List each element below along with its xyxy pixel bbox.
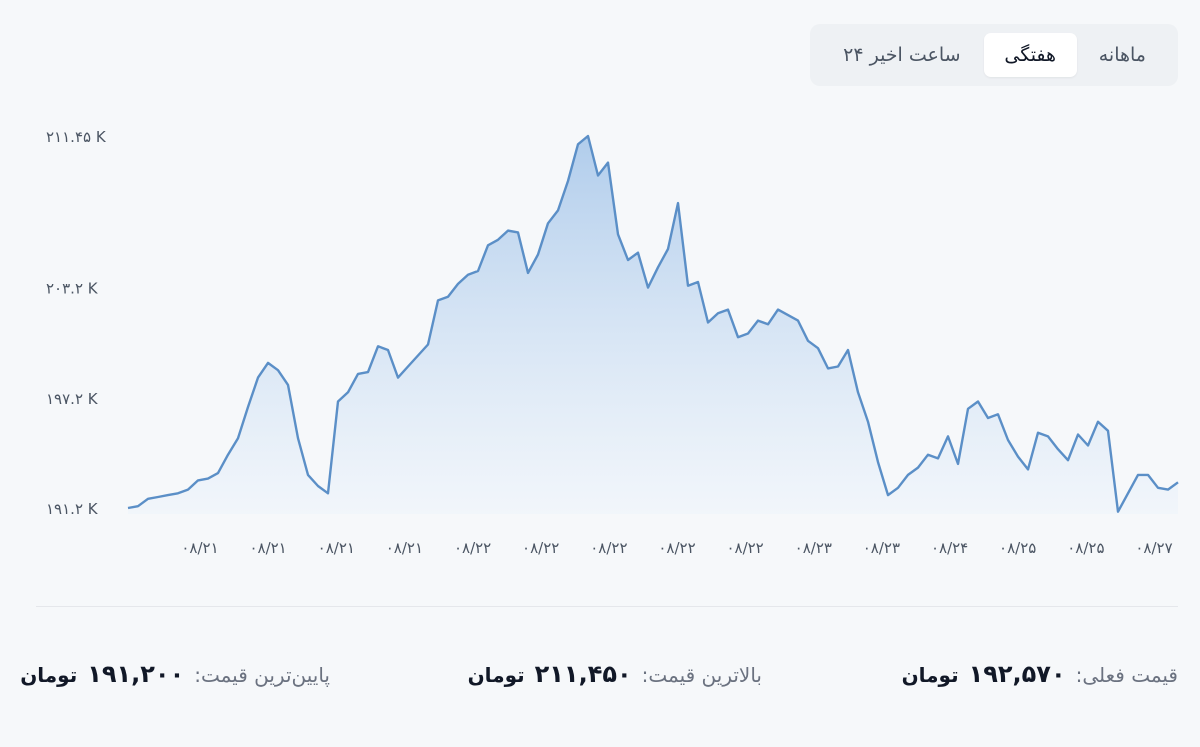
highest-price: بالاترین قیمت: ۲۱۱,۴۵۰ تومان [468, 660, 762, 688]
current-price-value: ۱۹۲,۵۷۰ [968, 660, 1066, 688]
y-tick-label-0: ۱۹۱.۲ K [46, 500, 99, 518]
x-tick-label-1: ۰۸/۲۱ [249, 539, 286, 557]
x-tick-label-11: ۰۸/۲۴ [931, 539, 968, 557]
x-tick-label-3: ۰۸/۲۱ [386, 539, 423, 557]
tab-weekly[interactable]: هفتگی [983, 33, 1077, 77]
x-tick-label-9: ۰۸/۲۳ [795, 539, 832, 557]
tab-monthly[interactable]: ماهانه [1098, 44, 1146, 66]
price-chart: ۱۹۱.۲ K ۱۹۷.۲ K ۲۰۳.۲ K ۲۱۱.۴۵ K ۰۸/۲۱ ۰۸/۲۱… [46, 128, 1179, 557]
lowest-price: پایین‌ترین قیمت: ۱۹۱,۲۰۰ تومان [20, 660, 330, 688]
current-price: قیمت فعلی: ۱۹۲,۵۷۰ تومان [902, 660, 1178, 688]
x-tick-label-12: ۰۸/۲۵ [999, 539, 1036, 557]
y-tick-label-1: ۱۹۷.۲ K [46, 390, 99, 408]
lowest-price-value: ۱۹۱,۲۰۰ [87, 660, 185, 688]
highest-price-label: بالاترین قیمت: [641, 663, 762, 687]
highest-price-unit: تومان [467, 663, 525, 687]
price-area [128, 136, 1178, 514]
current-price-unit: تومان [901, 663, 959, 687]
range-tabs: ماهانه هفتگی ۲۴ ساعت اخیر [810, 24, 1178, 86]
x-tick-label-0: ۰۸/۲۱ [181, 539, 218, 557]
highest-price-value: ۲۱۱,۴۵۰ [534, 660, 632, 688]
lowest-price-unit: تومان [20, 663, 78, 687]
lowest-price-label: پایین‌ترین قیمت: [194, 663, 330, 687]
y-tick-label-3: ۲۱۱.۴۵ K [46, 128, 107, 146]
current-price-label: قیمت فعلی: [1075, 663, 1178, 687]
x-tick-label-6: ۰۸/۲۲ [590, 539, 627, 557]
x-tick-label-5: ۰۸/۲۲ [522, 539, 559, 557]
x-tick-label-14: ۰۸/۲۷ [1135, 539, 1172, 557]
x-tick-label-13: ۰۸/۲۵ [1067, 539, 1104, 557]
price-line [127, 134, 1179, 513]
x-tick-label-2: ۰۸/۲۱ [318, 539, 355, 557]
x-tick-label-7: ۰۸/۲۲ [658, 539, 695, 557]
x-tick-label-4: ۰۸/۲۲ [454, 539, 491, 557]
divider [36, 606, 1178, 607]
y-tick-label-2: ۲۰۳.۲ K [46, 280, 99, 298]
tab-24h[interactable]: ۲۴ ساعت اخیر [843, 44, 961, 66]
x-tick-label-10: ۰۸/۲۳ [863, 539, 900, 557]
x-tick-label-8: ۰۸/۲۲ [726, 539, 763, 557]
